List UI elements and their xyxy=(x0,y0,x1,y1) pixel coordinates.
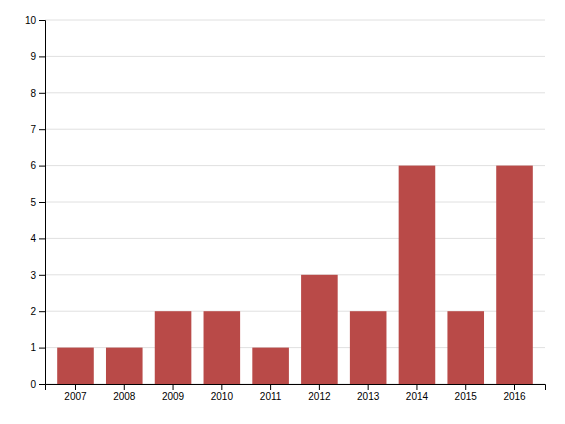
x-tick-mark xyxy=(465,384,466,390)
x-tick-label: 2007 xyxy=(64,391,87,402)
x-tick-label: 2013 xyxy=(357,391,380,402)
x-tick-label: 2012 xyxy=(308,391,331,402)
x-tick-label: 2015 xyxy=(455,391,478,402)
x-axis-line xyxy=(46,385,546,391)
x-tick: 2016 xyxy=(503,384,526,402)
x-tick-mark xyxy=(173,384,174,390)
y-tick: 9 xyxy=(30,51,45,62)
grid-line xyxy=(45,202,545,203)
bar xyxy=(106,348,143,384)
x-tick-label: 2010 xyxy=(211,391,234,402)
x-tick-label: 2009 xyxy=(162,391,185,402)
chart-svg: 0 1 2 3 4 5 6 7 8 9 10 2007 2008 2009 2010 2011 2012 2013… xyxy=(0,0,565,424)
bar xyxy=(252,348,289,384)
y-tick: 2 xyxy=(30,306,45,317)
x-tick-label: 2014 xyxy=(406,391,429,402)
x-tick: 2007 xyxy=(64,384,87,402)
y-tick-label: 10 xyxy=(25,15,37,26)
x-tick-label: 2011 xyxy=(260,391,282,402)
bar xyxy=(204,311,241,384)
y-tick-mark xyxy=(39,56,45,57)
y-tick: 0 xyxy=(30,379,45,390)
grid-line xyxy=(45,274,545,275)
bar xyxy=(155,311,192,384)
x-tick-mark xyxy=(368,384,369,390)
bar xyxy=(301,275,338,384)
x-tick-mark xyxy=(124,384,125,390)
y-axis-line xyxy=(39,21,46,385)
grid-line xyxy=(45,56,545,57)
y-tick-mark xyxy=(39,275,45,276)
bars xyxy=(57,166,533,384)
x-tick-mark xyxy=(319,384,320,390)
y-tick: 8 xyxy=(30,88,45,99)
y-tick: 4 xyxy=(30,233,45,244)
y-tick-mark xyxy=(39,129,45,130)
x-tick: 2009 xyxy=(162,384,185,402)
chart-container: 0 1 2 3 4 5 6 7 8 9 10 2007 2008 2009 2010 2011 2012 2013… xyxy=(0,0,565,424)
x-tick: 2008 xyxy=(113,384,136,402)
grid-line xyxy=(45,129,545,130)
bar xyxy=(399,166,436,384)
y-tick-mark xyxy=(39,311,45,312)
grid-line xyxy=(45,20,545,21)
y-tick-label: 0 xyxy=(30,379,36,390)
y-tick: 6 xyxy=(30,160,45,171)
y-tick-label: 9 xyxy=(30,51,36,62)
y-tick-label: 6 xyxy=(30,160,36,171)
y-tick-label: 1 xyxy=(30,342,36,353)
x-tick: 2015 xyxy=(455,384,478,402)
grid-line xyxy=(45,92,545,93)
y-tick: 5 xyxy=(30,197,45,208)
y-tick-label: 5 xyxy=(30,197,36,208)
x-axis: 2007 2008 2009 2010 2011 2012 2013 2014 2015 2016 xyxy=(46,384,546,402)
x-tick-label: 2016 xyxy=(503,391,526,402)
y-tick-mark xyxy=(39,93,45,94)
bar xyxy=(350,311,387,384)
x-tick-mark xyxy=(221,384,222,390)
y-axis: 0 1 2 3 4 5 6 7 8 9 10 xyxy=(25,15,46,390)
bar xyxy=(447,311,484,384)
x-tick-mark xyxy=(75,384,76,390)
y-tick: 7 xyxy=(30,124,45,135)
y-tick-mark xyxy=(39,384,45,385)
bar xyxy=(57,348,94,384)
x-tick-mark xyxy=(416,384,417,390)
grid-line xyxy=(45,165,545,166)
x-tick: 2011 xyxy=(260,384,282,402)
y-tick-label: 8 xyxy=(30,88,36,99)
y-tick-mark xyxy=(39,166,45,167)
x-tick-label: 2008 xyxy=(113,391,136,402)
y-tick-mark xyxy=(39,238,45,239)
y-tick: 10 xyxy=(25,15,45,26)
y-tick: 3 xyxy=(30,270,45,281)
grid xyxy=(45,20,545,384)
x-tick: 2010 xyxy=(211,384,234,402)
x-tick: 2013 xyxy=(357,384,380,402)
x-tick-mark xyxy=(514,384,515,390)
y-tick-mark xyxy=(39,20,45,21)
y-tick-label: 4 xyxy=(30,233,36,244)
y-tick-mark xyxy=(39,348,45,349)
bar xyxy=(496,166,533,384)
x-tick: 2014 xyxy=(406,384,429,402)
x-tick: 2012 xyxy=(308,384,331,402)
y-tick-mark xyxy=(39,202,45,203)
x-tick-mark xyxy=(270,384,271,390)
y-tick-label: 3 xyxy=(30,270,36,281)
y-tick-label: 7 xyxy=(30,124,36,135)
grid-line xyxy=(45,238,545,239)
y-tick: 1 xyxy=(30,342,45,353)
y-tick-label: 2 xyxy=(30,306,36,317)
